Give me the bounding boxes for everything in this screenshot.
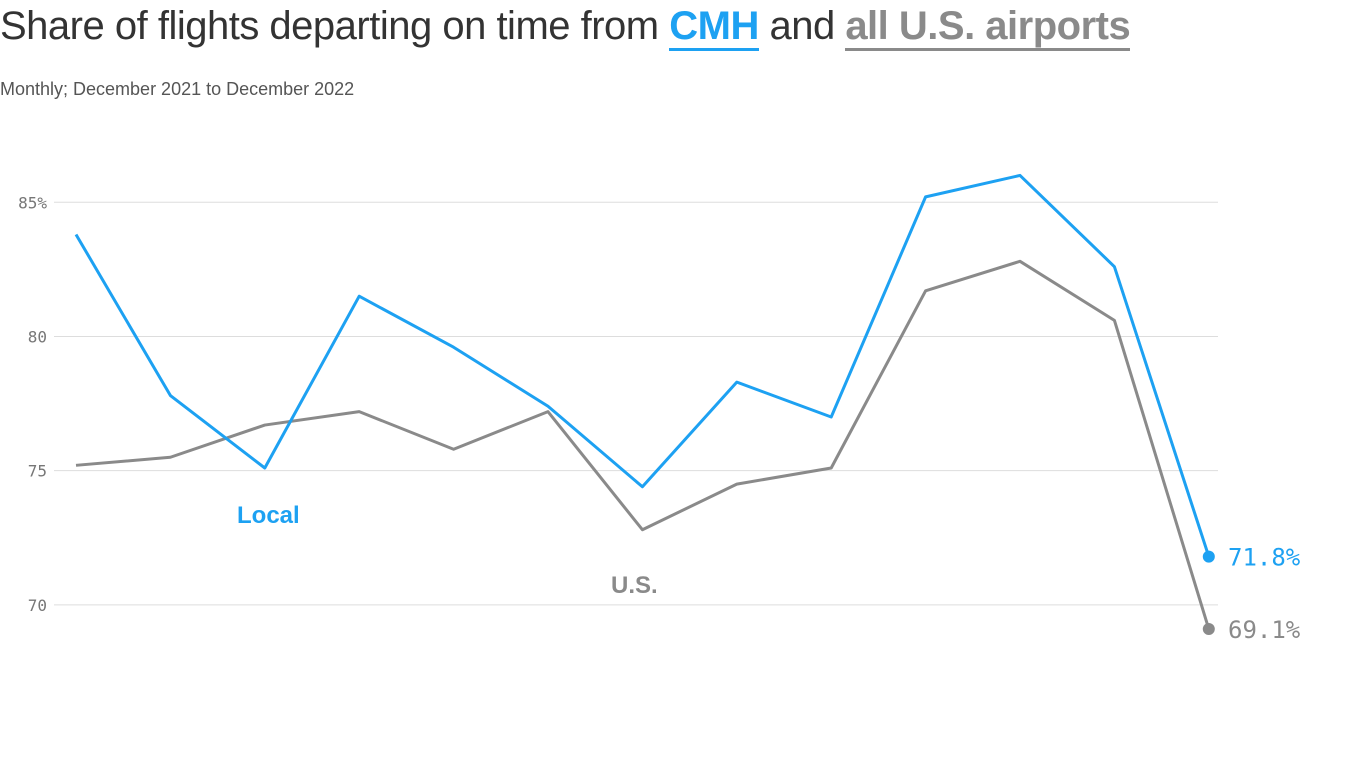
title-connector: and xyxy=(758,4,846,48)
data-point-local-12 xyxy=(1202,550,1215,563)
end-value-label-local: 71.8% xyxy=(1228,544,1301,572)
series-line-us xyxy=(75,259,1211,630)
end-value-label-us: 69.1% xyxy=(1228,616,1301,644)
title-us-airports: all U.S. airports xyxy=(845,4,1131,51)
chart-title: Share of flights departing on time from … xyxy=(0,4,1131,51)
y-axis-tick-labels: 85% 80 75 70 xyxy=(18,193,47,615)
title-local-airport: CMH xyxy=(669,4,759,51)
title-prefix: Share of flights departing on time from xyxy=(0,4,670,48)
chart-subtitle: Monthly; December 2021 to December 2022 xyxy=(0,79,355,99)
series-labels: 69.1% 71.8% Local U.S. xyxy=(237,502,1301,644)
series-name-us: U.S. xyxy=(611,572,658,599)
y-tick-label-85: 85% xyxy=(18,193,47,212)
data-point-us-12 xyxy=(1202,623,1215,636)
y-tick-label-75: 75 xyxy=(28,462,47,481)
gridlines xyxy=(54,201,1218,606)
y-tick-label-70: 70 xyxy=(28,596,47,615)
series-name-local: Local xyxy=(237,502,300,529)
series-line-local xyxy=(74,173,1211,558)
y-tick-label-80: 80 xyxy=(28,327,47,346)
series-lines xyxy=(74,173,1215,636)
